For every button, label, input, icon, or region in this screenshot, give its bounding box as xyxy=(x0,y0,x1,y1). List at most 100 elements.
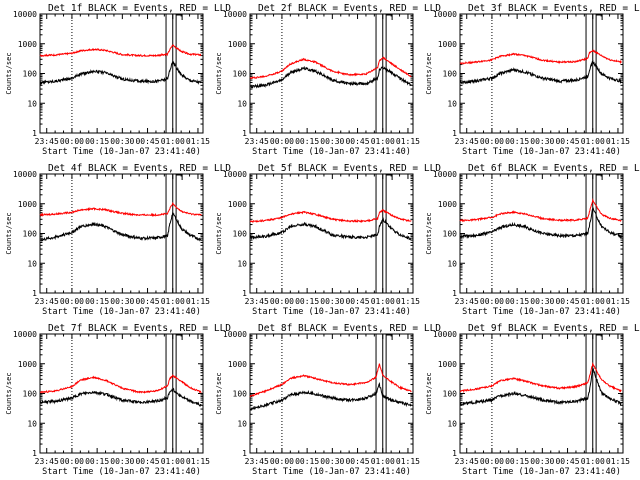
x-tick-label: 01:15 xyxy=(606,297,630,306)
series-line-lld xyxy=(249,209,412,224)
x-tick-label: 00:15 xyxy=(85,297,109,306)
x-axis-label: Start Time (10-Jan-07 23:41:40) xyxy=(252,147,411,157)
y-tick-label: 10 xyxy=(447,419,457,428)
panel-title: Det 8f BLACK = Events, RED = LLD xyxy=(258,323,441,334)
panel-title: Det 2f BLACK = Events, RED = LLD xyxy=(258,3,441,14)
y-tick-label: 1 xyxy=(452,129,457,138)
x-tick-label: 01:15 xyxy=(186,457,210,466)
x-tick-label: 23:45 xyxy=(455,457,479,466)
y-tick-label: 100 xyxy=(443,70,458,79)
x-tick-label: 00:45 xyxy=(135,137,159,146)
y-tick-label: 10000 xyxy=(13,10,37,19)
x-tick-label: 00:30 xyxy=(530,137,554,146)
y-tick-label: 10000 xyxy=(223,330,247,339)
y-tick-label: 10000 xyxy=(433,330,457,339)
x-tick-label: 00:45 xyxy=(345,457,369,466)
y-tick-label: 1 xyxy=(452,289,457,298)
y-tick-label: 1 xyxy=(242,449,247,458)
x-tick-label: 00:30 xyxy=(110,297,134,306)
x-tick-label: 01:00 xyxy=(581,137,605,146)
x-tick-label: 01:15 xyxy=(396,457,420,466)
axes-frame xyxy=(459,13,624,134)
x-tick-label: 01:00 xyxy=(371,137,395,146)
x-tick-label: 00:45 xyxy=(555,457,579,466)
y-tick-label: 1000 xyxy=(228,40,247,49)
y-tick-label: 10000 xyxy=(223,170,247,179)
y-tick-label: 10 xyxy=(447,99,457,108)
y-tick-label: 1 xyxy=(32,449,37,458)
x-axis-label: Start Time (10-Jan-07 23:41:40) xyxy=(42,307,201,317)
panel-title: Det 4f BLACK = Events, RED = LLD xyxy=(48,163,231,174)
x-axis-label: Start Time (10-Jan-07 23:41:40) xyxy=(252,467,411,477)
interval-bracket xyxy=(596,334,603,340)
chart-panel-6: Det 6f BLACK = Events, RED = LLD 1 10 100 10… xyxy=(425,163,640,317)
x-tick-label: 00:15 xyxy=(505,137,529,146)
y-tick-label: 1000 xyxy=(18,40,37,49)
series-line-events xyxy=(459,207,622,240)
y-axis-label: Counts/sec xyxy=(5,212,13,254)
series-line-lld xyxy=(249,363,412,398)
y-axis-label: Counts/sec xyxy=(425,212,433,254)
x-tick-label: 00:00 xyxy=(60,297,84,306)
y-tick-label: 100 xyxy=(443,230,458,239)
x-tick-label: 00:15 xyxy=(505,297,529,306)
x-tick-label: 23:45 xyxy=(245,137,269,146)
interval-bracket xyxy=(176,174,183,180)
y-tick-label: 10 xyxy=(27,259,37,268)
y-tick-label: 100 xyxy=(233,230,248,239)
chart-panel-7: Det 7f BLACK = Events, RED = LLD 1 10 100 10… xyxy=(5,323,231,477)
x-tick-label: 01:00 xyxy=(581,297,605,306)
y-tick-label: 10 xyxy=(237,259,247,268)
x-tick-label: 00:00 xyxy=(270,137,294,146)
x-tick-label: 00:00 xyxy=(270,457,294,466)
x-tick-label: 01:15 xyxy=(186,297,210,306)
y-tick-label: 1000 xyxy=(18,360,37,369)
y-tick-label: 100 xyxy=(23,230,38,239)
y-tick-label: 10 xyxy=(447,259,457,268)
x-axis-label: Start Time (10-Jan-07 23:41:40) xyxy=(42,147,201,157)
y-tick-label: 1000 xyxy=(228,200,247,209)
x-tick-label: 23:45 xyxy=(245,457,269,466)
series-line-lld xyxy=(39,201,202,217)
chart-panel-3: Det 3f BLACK = Events, RED = LLD 1 10 100 10… xyxy=(425,3,640,157)
x-tick-label: 23:45 xyxy=(35,457,59,466)
series-line-events xyxy=(39,212,202,243)
x-tick-label: 01:15 xyxy=(186,137,210,146)
interval-bracket xyxy=(176,334,183,340)
y-axis-label: Counts/sec xyxy=(215,52,223,94)
x-tick-label: 00:15 xyxy=(85,457,109,466)
x-tick-label: 00:00 xyxy=(480,297,504,306)
x-tick-label: 01:00 xyxy=(371,297,395,306)
x-tick-label: 00:30 xyxy=(530,297,554,306)
series-line-lld xyxy=(39,374,202,394)
y-tick-label: 100 xyxy=(23,390,38,399)
x-tick-label: 01:15 xyxy=(606,137,630,146)
x-tick-label: 00:15 xyxy=(295,137,319,146)
panel-title: Det 7f BLACK = Events, RED = LLD xyxy=(48,323,231,334)
panel-title: Det 3f BLACK = Events, RED = LLD xyxy=(468,3,640,14)
x-tick-label: 01:00 xyxy=(161,137,185,146)
x-tick-label: 01:15 xyxy=(396,297,420,306)
x-axis-label: Start Time (10-Jan-07 23:41:40) xyxy=(42,467,201,477)
x-tick-label: 01:00 xyxy=(161,457,185,466)
x-tick-label: 00:00 xyxy=(60,457,84,466)
y-tick-label: 10000 xyxy=(13,330,37,339)
x-tick-label: 23:45 xyxy=(245,297,269,306)
x-tick-label: 00:30 xyxy=(320,137,344,146)
panel-title: Det 6f BLACK = Events, RED = LLD xyxy=(468,163,640,174)
y-tick-label: 1000 xyxy=(438,360,457,369)
series-line-lld xyxy=(459,198,622,223)
chart-panel-2: Det 2f BLACK = Events, RED = LLD 1 10 100 10… xyxy=(215,3,441,157)
series-line-lld xyxy=(459,49,622,65)
y-axis-label: Counts/sec xyxy=(425,52,433,94)
x-axis-label: Start Time (10-Jan-07 23:41:40) xyxy=(462,307,621,317)
y-tick-label: 100 xyxy=(23,70,38,79)
axes-frame xyxy=(39,13,204,134)
axes-frame xyxy=(249,333,414,454)
y-tick-label: 100 xyxy=(233,390,248,399)
x-tick-label: 00:45 xyxy=(345,137,369,146)
x-tick-label: 23:45 xyxy=(35,297,59,306)
interval-bracket xyxy=(596,14,603,20)
x-tick-label: 23:45 xyxy=(35,137,59,146)
